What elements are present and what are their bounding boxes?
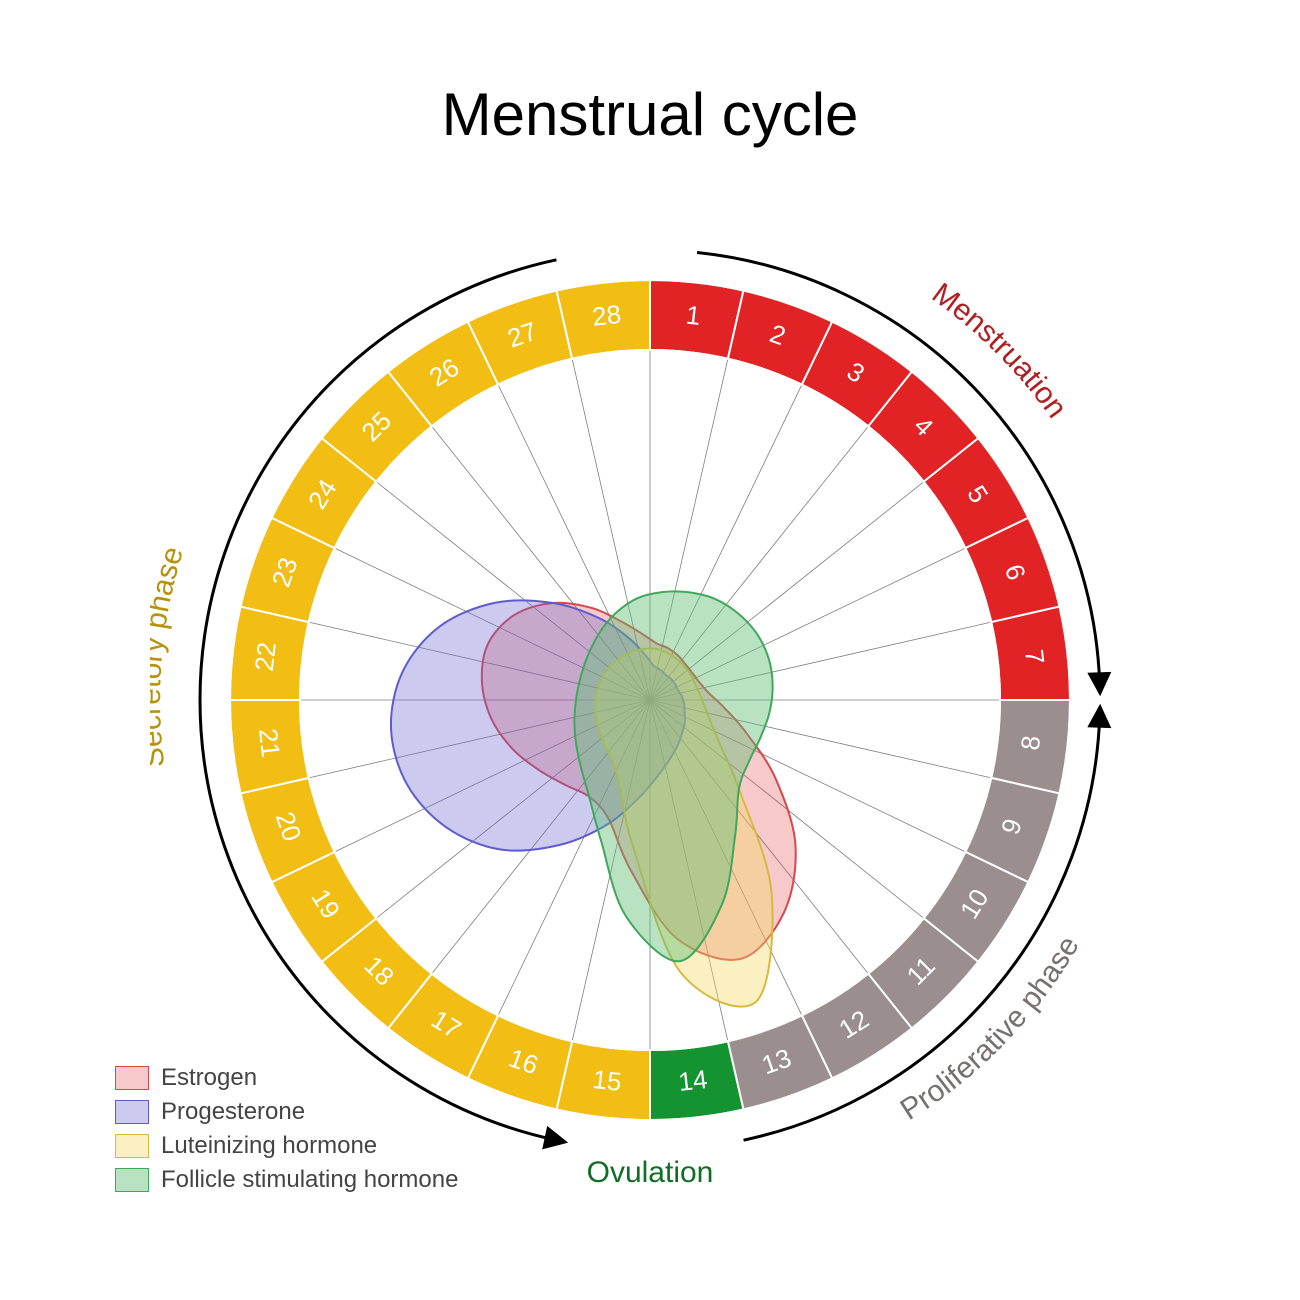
day-label-14: 14 bbox=[677, 1064, 709, 1097]
day-label-22: 22 bbox=[249, 641, 282, 673]
phase-label-menstruation: Menstruation bbox=[926, 277, 1073, 424]
legend-swatch bbox=[115, 1066, 149, 1090]
legend-label: Follicle stimulating hormone bbox=[161, 1166, 458, 1194]
legend-label: Luteinizing hormone bbox=[161, 1132, 377, 1160]
day-label-21: 21 bbox=[253, 727, 286, 759]
legend-label: Progesterone bbox=[161, 1098, 305, 1126]
page-title: Menstrual cycle bbox=[0, 80, 1300, 149]
cycle-chart: 1234567891011121314151617181920212223242… bbox=[150, 200, 1150, 1200]
legend-item-estrogen: Estrogen bbox=[115, 1064, 458, 1092]
legend-label: Estrogen bbox=[161, 1064, 257, 1092]
hormone-curves bbox=[391, 591, 796, 1006]
legend: Estrogen Progesterone Luteinizing hormone F… bbox=[115, 1064, 458, 1200]
diagram-stage: Menstrual cycle 123456789101112131415161… bbox=[0, 0, 1300, 1300]
legend-swatch bbox=[115, 1168, 149, 1192]
phase-label-secretory-phase: Secretory phase bbox=[150, 543, 190, 769]
day-label-28: 28 bbox=[591, 299, 623, 332]
legend-swatch bbox=[115, 1100, 149, 1124]
legend-item-follicle-stimulating-hormone: Follicle stimulating hormone bbox=[115, 1166, 458, 1194]
legend-item-progesterone: Progesterone bbox=[115, 1098, 458, 1126]
day-label-15: 15 bbox=[591, 1064, 623, 1097]
legend-item-luteinizing-hormone: Luteinizing hormone bbox=[115, 1132, 458, 1160]
legend-swatch bbox=[115, 1134, 149, 1158]
phase-label-ovulation: Ovulation bbox=[587, 1156, 714, 1189]
